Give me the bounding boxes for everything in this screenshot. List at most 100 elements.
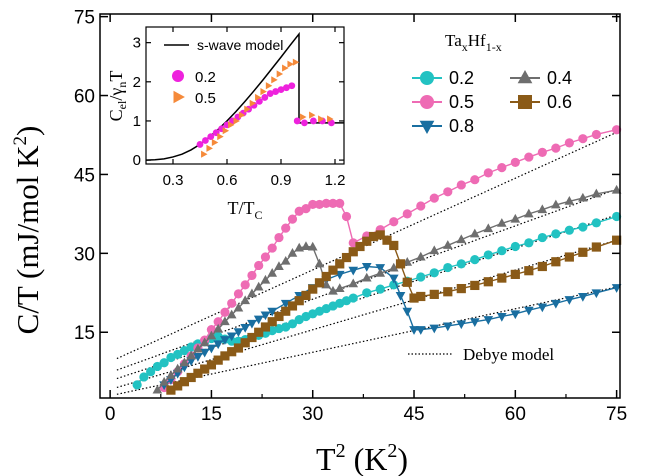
data-point (483, 223, 494, 233)
inset-x-tick-label: 1.2 (325, 172, 346, 189)
main-legend: TaxHf1-x 0.2 0.5 0.8 0.4 0.6 (412, 31, 572, 136)
data-point (179, 377, 190, 387)
data-point (402, 277, 412, 287)
data-point (294, 296, 304, 306)
data-point (281, 223, 291, 233)
data-point (395, 291, 406, 301)
data-point (497, 246, 507, 256)
data-point (274, 232, 284, 243)
inset-series-group (145, 31, 344, 161)
y-tick-label: 60 (74, 87, 95, 108)
data-point (415, 251, 426, 261)
data-point (267, 307, 278, 317)
data-point (139, 372, 149, 382)
data-point (524, 266, 534, 276)
data-point (186, 357, 196, 366)
data-point (612, 235, 622, 245)
data-point (301, 241, 311, 250)
data-point (240, 338, 250, 348)
inset-x-tick-label: 0.9 (271, 172, 292, 189)
data-point (240, 280, 250, 290)
data-point (578, 247, 588, 257)
x-tick-label: 30 (302, 404, 323, 425)
data-point (281, 306, 291, 316)
data-point (611, 284, 622, 293)
inset-data-point (271, 76, 278, 84)
inset-legend-label: 0.5 (195, 90, 216, 107)
data-point (510, 241, 520, 252)
legend-label: 0.6 (547, 92, 572, 112)
inset-data-point (206, 144, 213, 152)
data-point (611, 184, 622, 194)
inset-data-point (283, 84, 290, 92)
data-point (524, 152, 534, 162)
inset-data-point (292, 58, 300, 66)
data-point (470, 255, 480, 265)
data-point (537, 147, 547, 157)
data-point (328, 265, 338, 275)
legend-label: 0.8 (449, 116, 474, 136)
main-series-group (132, 125, 622, 395)
data-point (469, 318, 480, 328)
data-point (206, 344, 217, 354)
inset-data-point (244, 105, 251, 113)
data-point (213, 355, 223, 365)
inset-data-point (287, 60, 294, 68)
data-point (314, 199, 325, 210)
inset-y-tick-label: 2 (133, 74, 141, 91)
data-point (578, 293, 588, 302)
inset-data-point (222, 127, 230, 135)
data-point (551, 143, 561, 153)
legend-entry-0-8: 0.8 (412, 116, 474, 136)
data-point (612, 211, 622, 222)
data-point (497, 163, 507, 173)
data-point (564, 252, 574, 262)
data-point (416, 272, 426, 282)
data-point (260, 322, 271, 332)
data-point (456, 180, 466, 190)
data-point (564, 296, 575, 305)
data-point (483, 277, 493, 287)
data-point (510, 157, 520, 167)
series-0-6 (166, 230, 622, 395)
inset-y-tick-label: 0 (133, 152, 141, 169)
data-point (429, 245, 440, 255)
data-point (409, 326, 419, 335)
inset-data-point (309, 111, 316, 119)
data-point (233, 343, 244, 353)
data-point (375, 284, 385, 294)
data-point (524, 208, 534, 218)
data-point (612, 125, 622, 135)
data-point (496, 218, 507, 227)
data-point (348, 278, 359, 288)
data-point (321, 198, 331, 208)
inset-data-point (272, 88, 279, 95)
data-point (233, 328, 244, 338)
data-point (186, 350, 196, 360)
data-point (173, 349, 183, 359)
data-point (335, 259, 345, 269)
inset-data-point (327, 115, 334, 123)
data-point (301, 290, 311, 301)
inset-chart: 0.3 0.6 0.9 1.2 0 1 2 3 T/TC Cel/γnT s-wave mod… (106, 25, 346, 222)
y-tick-label: 15 (74, 323, 95, 344)
inset-series-0-5 (201, 58, 334, 158)
data-point (314, 278, 325, 288)
main-y-label: C/T (mJ/mol K2) (10, 126, 45, 335)
debye-line-3 (116, 239, 617, 389)
inset-data-point (265, 82, 273, 90)
data-point (456, 234, 467, 244)
data-point (348, 266, 359, 276)
data-point (159, 358, 169, 368)
data-point (186, 372, 196, 383)
legend-entries: 0.2 0.5 0.8 0.4 0.6 (412, 68, 572, 136)
data-point (469, 228, 480, 238)
data-point (429, 268, 439, 278)
data-point (537, 204, 548, 214)
data-point (510, 213, 521, 223)
data-point (193, 343, 203, 353)
data-point (564, 225, 574, 235)
data-point (470, 175, 480, 185)
